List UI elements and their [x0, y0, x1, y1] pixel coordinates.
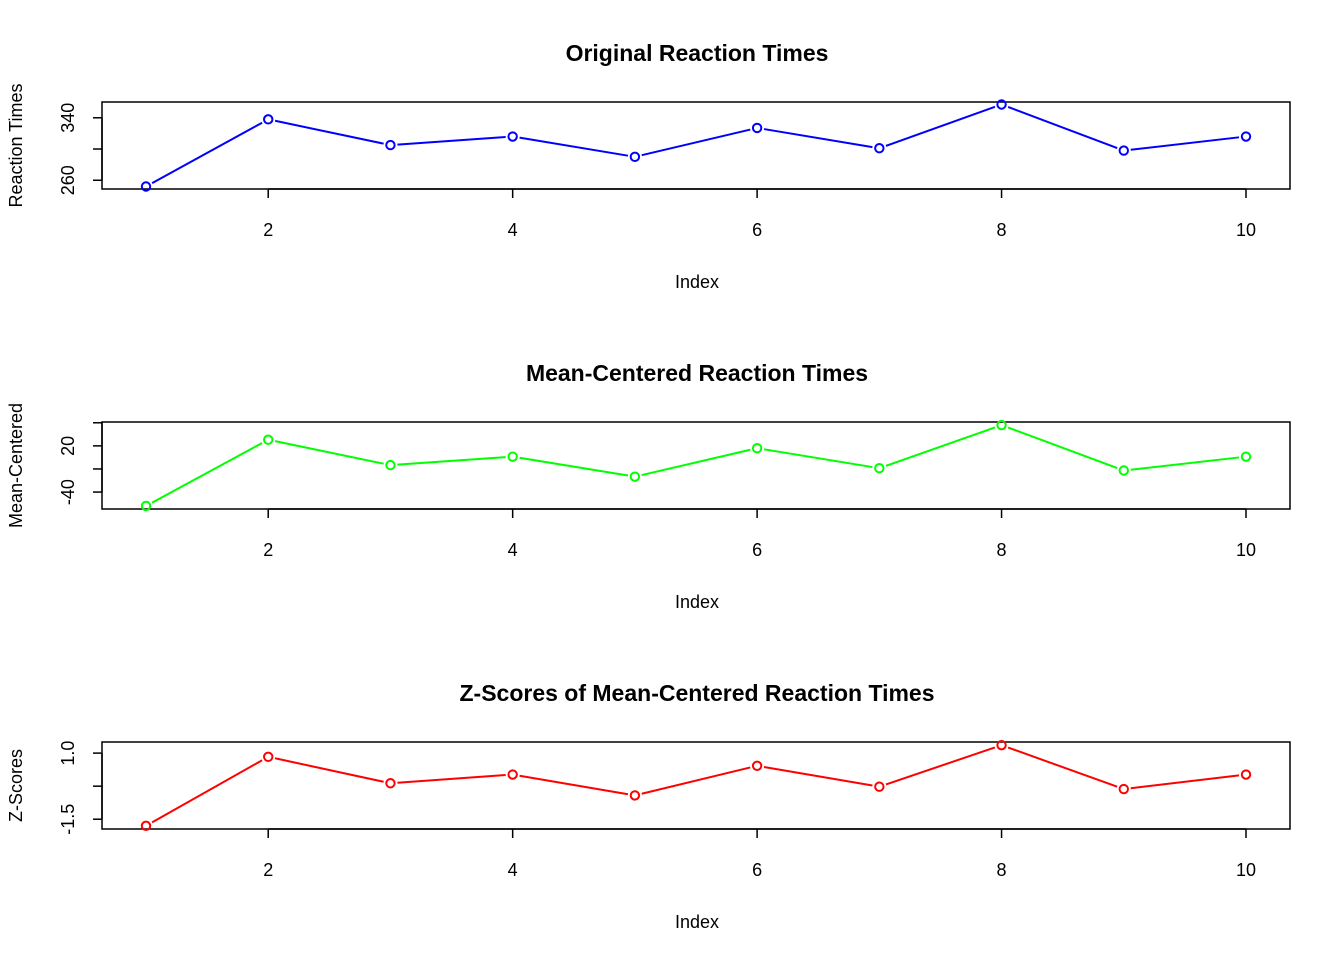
series-line-segment [885, 746, 996, 786]
chart-panel-2: Mean-Centered Reaction Times 2 4 6 8 10 Index -… [6, 360, 1291, 612]
series-line-segment [519, 456, 629, 477]
series-line-segment [763, 765, 873, 787]
data-point [507, 769, 518, 780]
chart-title: Z-Scores of Mean-Centered Reaction Times [459, 680, 934, 706]
series-line-segment [763, 128, 873, 149]
x-tick-label: 6 [752, 220, 762, 240]
x-tick-label: 6 [752, 860, 762, 880]
y-tick-label: -1.5 [58, 804, 78, 835]
series-line-segment [274, 757, 384, 783]
series-line-segment [1130, 136, 1240, 151]
x-tick-label: 4 [508, 860, 518, 880]
y-tick-label: 20 [58, 436, 78, 456]
x-axis-label: Index [675, 592, 719, 612]
y-tick-label: 1.0 [58, 741, 78, 766]
x-axis-label: Index [675, 272, 719, 292]
data-point [996, 419, 1007, 431]
data-point [1118, 465, 1129, 476]
data-point [996, 99, 1007, 110]
data-point [507, 451, 518, 462]
series-line-segment [274, 440, 384, 465]
x-tick-label: 8 [997, 860, 1007, 880]
data-point [263, 114, 274, 125]
x-tick-label: 2 [263, 860, 273, 880]
data-point [629, 790, 641, 801]
x-tick-label: 6 [752, 540, 762, 560]
data-point [507, 131, 518, 142]
series-line-segment [519, 136, 629, 157]
data-point [140, 820, 152, 832]
y-axis-label: Reaction Times [6, 83, 26, 207]
series-line-segment [1130, 456, 1240, 471]
data-point [1240, 769, 1252, 780]
data-point [751, 760, 763, 771]
data-point [874, 781, 885, 792]
x-tick-label: 10 [1236, 860, 1256, 880]
data-point [263, 751, 274, 763]
x-tick-label: 4 [508, 540, 518, 560]
x-tick-label: 10 [1236, 220, 1256, 240]
data-point [1118, 145, 1129, 156]
series-line-segment [641, 766, 751, 795]
series-line-segment [641, 448, 751, 477]
y-tick-label: -40 [58, 479, 78, 505]
x-tick-label: 2 [263, 220, 273, 240]
data-point [874, 143, 885, 154]
x-tick-label: 10 [1236, 540, 1256, 560]
series-line-segment [274, 119, 384, 145]
data-point [874, 462, 885, 474]
y-tick-label: 260 [58, 165, 78, 195]
data-point [629, 471, 641, 482]
x-axis-label: Index [675, 912, 719, 932]
x-tick-label: 8 [997, 220, 1007, 240]
series-line-segment [1130, 774, 1240, 790]
x-tick-label: 2 [263, 540, 273, 560]
series-line-segment [397, 136, 506, 146]
y-tick-label: 340 [58, 103, 78, 133]
series-line-segment [151, 442, 263, 504]
series-line-segment [885, 426, 996, 467]
series-line-segment [641, 128, 751, 157]
series-line-segment [885, 105, 996, 147]
series-line-segment [397, 774, 506, 784]
series-line-segment [1007, 106, 1118, 150]
series-line-segment [1007, 746, 1118, 788]
data-point [751, 442, 763, 454]
chart-panel-1: Original Reaction Times 2 4 6 8 10 Index 260 340… [6, 40, 1291, 292]
chart-title: Mean-Centered Reaction Times [526, 360, 868, 386]
x-tick-label: 8 [997, 540, 1007, 560]
data-point [1118, 783, 1129, 795]
data-point [385, 459, 396, 471]
data-point [629, 151, 641, 163]
y-axis-label: Mean-Centered [6, 403, 26, 528]
chart-title: Original Reaction Times [566, 40, 829, 66]
y-axis-label: Z-Scores [6, 749, 26, 822]
series-line-segment [151, 121, 263, 185]
data-point [385, 139, 396, 151]
series-line-segment [1007, 426, 1118, 470]
series-line-segment [763, 448, 873, 469]
data-point [1240, 131, 1252, 142]
series-line-segment [519, 774, 629, 796]
data-point [140, 500, 152, 512]
x-tick-label: 4 [508, 220, 518, 240]
data-point [140, 181, 152, 192]
data-point [996, 739, 1007, 751]
series-line-segment [397, 456, 506, 466]
data-point [751, 122, 763, 134]
data-point [385, 778, 396, 789]
data-point [1240, 451, 1252, 462]
series-line-segment [151, 759, 263, 824]
chart-panel-3: Z-Scores of Mean-Centered Reaction Times… [6, 680, 1291, 932]
data-point [263, 434, 274, 445]
